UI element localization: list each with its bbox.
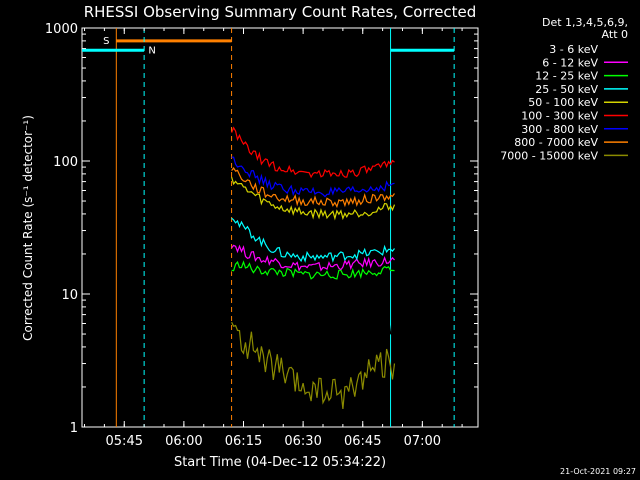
legend-label: 50 - 100 keV	[528, 96, 598, 109]
legend-label: 25 - 50 keV	[535, 83, 598, 96]
legend-label: 800 - 7000 keV	[514, 136, 598, 149]
series-line-6-12-kev	[231, 244, 395, 272]
legend-label: 6 - 12 keV	[542, 56, 598, 69]
legend-label: 100 - 300 keV	[521, 110, 598, 123]
x-tick-label: 06:30	[284, 434, 321, 449]
chart-title: RHESSI Observing Summary Count Rates, Co…	[84, 3, 477, 21]
x-axis-label: Start Time (04-Dec-12 05:34:22)	[174, 455, 386, 470]
series-layer	[231, 126, 396, 409]
plot-area: SN 05:45 06:00 06:15 06:30 06:45 07:00 110100…	[45, 22, 479, 449]
series-line-25-50-kev	[231, 217, 395, 263]
series-line-300-800-kev	[231, 156, 395, 198]
legend-header-attenuator: Att 0	[602, 28, 628, 41]
annotation-layer: SN	[82, 28, 455, 427]
x-tick-label: 06:00	[165, 434, 202, 449]
legend-header-detectors: Det 1,3,4,5,6,9,	[542, 16, 628, 29]
x-tick-label: 06:15	[225, 434, 262, 449]
plot-frame	[81, 27, 479, 428]
x-tick-label: 06:45	[344, 434, 381, 449]
series-line-12-25-kev	[231, 260, 395, 280]
series-line-100-300-kev	[231, 126, 395, 179]
saa-label: S	[103, 36, 109, 47]
y-tick-label: 100	[53, 155, 78, 170]
series-line-50-100-kev	[231, 176, 396, 221]
night-label: N	[148, 45, 155, 56]
generation-timestamp: 21-Oct-2021 09:27	[560, 467, 636, 476]
y-tick-label: 1000	[45, 22, 78, 37]
y-tick-label: 10	[61, 288, 78, 303]
y-axis-ticks: 1 10 100 1000	[45, 22, 478, 436]
legend-label: 3 - 6 keV	[549, 43, 598, 56]
x-axis-ticks: 05:45 06:00 06:15 06:30 06:45 07:00	[84, 28, 463, 449]
legend-label: 12 - 25 keV	[535, 70, 598, 83]
series-line-800-7000-kev	[231, 166, 395, 209]
y-axis-label: Corrected Count Rate (s⁻¹ detector⁻¹)	[21, 115, 35, 341]
x-tick-label: 07:00	[404, 434, 441, 449]
series-line-7000-15000-kev	[231, 321, 396, 409]
x-tick-label: 05:45	[106, 434, 143, 449]
legend-label: 7000 - 15000 keV	[500, 149, 598, 162]
legend-label: 300 - 800 keV	[521, 123, 598, 136]
y-tick-label: 1	[70, 421, 78, 436]
